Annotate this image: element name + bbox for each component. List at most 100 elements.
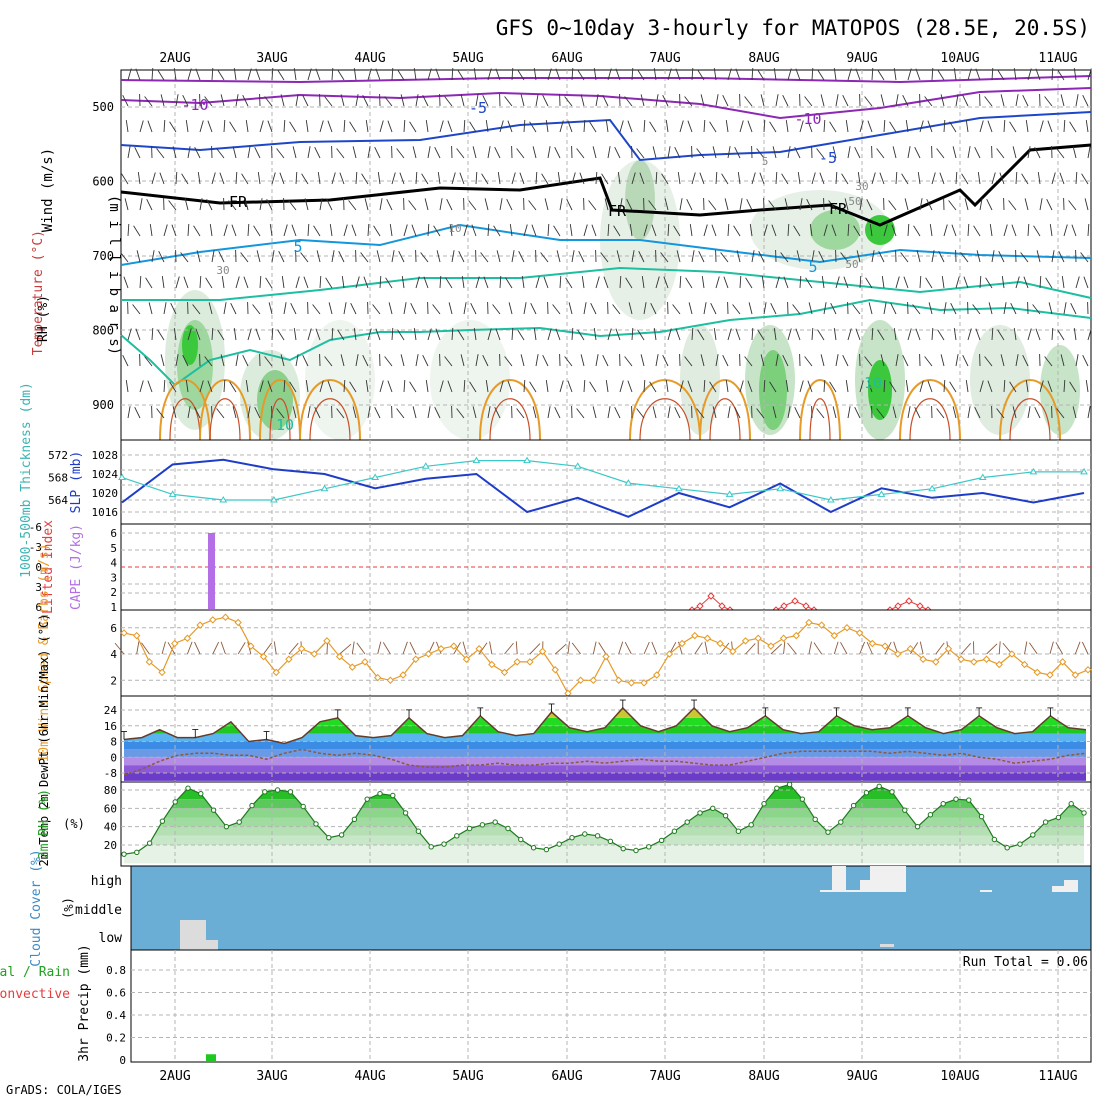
cloud-level-label: high (91, 874, 122, 889)
rh-marker (698, 811, 702, 815)
chart-title: GFS 0~10day 3-hourly for MATOPOS (28.5E,… (496, 16, 1090, 40)
contour-label: 50 (845, 258, 858, 271)
rh-marker (979, 814, 983, 818)
temp-band (121, 773, 1091, 781)
footer-credit: GrADS: COLA/IGES (6, 1083, 122, 1097)
rh-blob (680, 325, 720, 435)
rh-marker (787, 782, 791, 786)
series (206, 1054, 216, 1061)
tick-label: 6 (110, 622, 117, 635)
cloud-high-block (870, 866, 906, 892)
contour-label: 30 (855, 180, 868, 193)
rh-marker (1082, 811, 1086, 815)
tick-label: 3 (110, 571, 117, 584)
contour-label: FR (829, 200, 848, 218)
tick-label: 4 (110, 648, 117, 661)
contour-label: -5 (819, 149, 837, 167)
rh-blob (430, 320, 510, 440)
ylabel-convective: Convective (0, 987, 70, 1002)
date-label-bottom: 7AUG (649, 1069, 680, 1084)
tick-label: 40 (104, 821, 117, 834)
tick-label: 24 (104, 704, 118, 717)
rh-marker (1069, 802, 1073, 806)
rh-marker (839, 820, 843, 824)
tick-label: 5 (110, 542, 117, 555)
cloud-low-block (206, 940, 218, 950)
rh-marker (365, 797, 369, 801)
tick-label: 80 (104, 784, 117, 797)
ylabel-precip: 3hr Precip (mm) (77, 944, 92, 1061)
cloud-high-block (980, 890, 992, 892)
tick-label: 1020 (92, 487, 119, 500)
tick-label: 500 (92, 100, 114, 114)
rh-marker (967, 798, 971, 802)
tick-label: -8 (104, 767, 117, 780)
rh-marker (1056, 815, 1060, 819)
rh-marker (647, 845, 651, 849)
rh-marker (890, 790, 894, 794)
ylabel-cape: CAPE (J/kg) (69, 524, 84, 610)
cloud-level-label: low (99, 931, 123, 946)
rh-marker (1018, 842, 1022, 846)
rh-marker (199, 791, 203, 795)
tick-label: 568 (48, 472, 68, 485)
panel-frame (131, 866, 1091, 950)
rh-marker (915, 824, 919, 828)
ylabel-slp: SLP (mb) (69, 451, 84, 514)
rh-marker (813, 817, 817, 821)
contour-label: 10 (864, 374, 882, 392)
tick-label: 0.8 (106, 964, 126, 977)
cloud-low-block (180, 920, 206, 950)
temp-band (121, 765, 1091, 773)
cloud-level-label: middle (75, 903, 122, 918)
rh-marker (224, 824, 228, 828)
panel-frame (121, 440, 1091, 524)
rh-marker (1005, 846, 1009, 850)
rh-marker (762, 802, 766, 806)
date-label-bottom: 11AUG (1038, 1069, 1077, 1084)
tick-label: 6 (110, 527, 117, 540)
cloud-high-block (1052, 886, 1064, 892)
date-label-bottom: 3AUG (256, 1069, 287, 1084)
rh-marker (531, 846, 535, 850)
contour-label: 10 (448, 222, 461, 235)
contour-label: 10 (276, 416, 294, 434)
contour-label: -5 (469, 99, 487, 117)
rh-marker (685, 820, 689, 824)
rh-marker (570, 835, 574, 839)
tick-label: 0 (110, 751, 117, 764)
rh-marker (723, 813, 727, 817)
rh-marker (429, 845, 433, 849)
rh-marker (775, 786, 779, 790)
rh-marker (352, 817, 356, 821)
tick-label: 2 (110, 586, 117, 599)
date-label-top: 9AUG (846, 51, 877, 66)
date-label-top: 3AUG (256, 51, 287, 66)
tick-label: 900 (92, 398, 114, 412)
date-label-top: 10AUG (940, 51, 979, 66)
tick-label: 600 (92, 175, 114, 189)
tick-label: 0.4 (106, 1009, 126, 1022)
contour-label: FR (229, 193, 248, 211)
cloud-high-block (832, 866, 846, 892)
tick-label: 564 (48, 494, 68, 507)
rh-marker (595, 834, 599, 838)
contour-label: 5 (808, 258, 817, 276)
date-label-top: 11AUG (1038, 51, 1077, 66)
rh-marker (135, 850, 139, 854)
date-label-top: 6AUG (551, 51, 582, 66)
rh-band (121, 845, 1091, 863)
tick-label: 1 (110, 601, 117, 614)
date-label-top: 4AUG (354, 51, 385, 66)
rh-marker (250, 803, 254, 807)
tick-label: 0.2 (106, 1032, 126, 1045)
rh-marker (1031, 833, 1035, 837)
ylabel-2m-rh: 2m RH (%) (37, 789, 52, 859)
cape-bar (208, 533, 215, 609)
cloud-high-block (846, 890, 860, 892)
